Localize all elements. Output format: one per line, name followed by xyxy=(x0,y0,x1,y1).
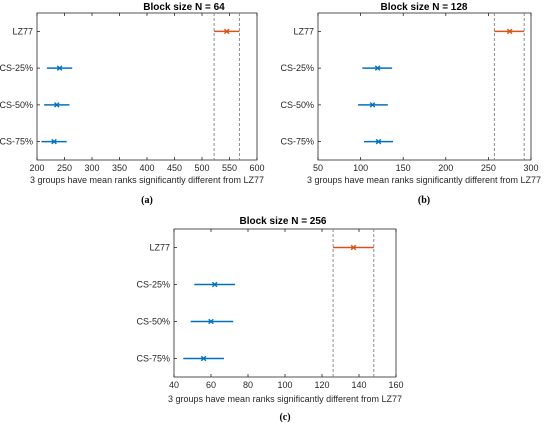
x-tick-label-a-4: 400 xyxy=(139,163,154,173)
plot-content-b: 50 100 150 200 250 300 LZ77 CS-25% CS-50% CS-75% xyxy=(280,13,539,173)
chart-title-b: Block size N = 128 xyxy=(381,2,468,13)
chart-title-a: Block size N = 64 xyxy=(143,2,225,13)
plot-content-a: 200 250 300 350 400 450 500 550 600 LZ77 CS-25% CS-… xyxy=(0,13,265,173)
y-tick-label-a-3: CS-75% xyxy=(0,137,33,147)
x-tick-label-a-8: 600 xyxy=(249,163,264,173)
mean-marker-a-1 xyxy=(56,65,63,71)
plot-content-c: 40 60 80 100 120 140 160 LZ77 CS-25% CS-50% CS-75% xyxy=(136,229,404,390)
x-tick-label-c-5: 140 xyxy=(351,380,366,390)
x-tick-label-a-1: 250 xyxy=(57,163,72,173)
x-tick-label-b-2: 150 xyxy=(396,163,411,173)
x-tick-label-a-7: 550 xyxy=(222,163,237,173)
x-tick-label-c-4: 120 xyxy=(314,380,329,390)
chart-title-c: Block size N = 256 xyxy=(240,216,327,227)
x-tick-label-c-3: 100 xyxy=(277,380,292,390)
mean-marker-c-3 xyxy=(200,355,207,362)
panel-b: Block size N = 128 50 100 150 200 250 300 LZ77… xyxy=(280,2,541,206)
y-tick-label-b-2: CS-50% xyxy=(280,100,314,110)
mean-marker-b-1 xyxy=(374,65,381,71)
x-tick-label-a-6: 500 xyxy=(194,163,209,173)
plot-area-b xyxy=(317,12,532,161)
y-tick-label-a-2: CS-50% xyxy=(0,100,33,110)
y-tick-label-a-0: LZ77 xyxy=(12,26,33,36)
x-axis-label-b: 3 groups have mean ranks significantly d… xyxy=(307,175,541,185)
x-axis-label-a: 3 groups have mean ranks significantly d… xyxy=(30,175,264,185)
mean-marker-b-2 xyxy=(369,102,376,108)
x-tick-label-a-5: 450 xyxy=(167,163,182,173)
plot-area-c xyxy=(173,228,397,378)
x-tick-label-b-4: 250 xyxy=(481,163,496,173)
x-tick-label-c-6: 160 xyxy=(388,380,403,390)
y-tick-label-b-1: CS-25% xyxy=(280,63,314,73)
x-tick-label-b-3: 200 xyxy=(438,163,453,173)
plot-area-a xyxy=(36,12,258,161)
x-tick-label-c-0: 40 xyxy=(169,380,179,390)
mean-marker-c-2 xyxy=(208,318,214,325)
mean-marker-a-0 xyxy=(223,28,230,35)
x-tick-label-b-5: 300 xyxy=(523,163,538,173)
y-tick-label-c-0: LZ77 xyxy=(149,243,170,253)
y-tick-label-c-2: CS-50% xyxy=(136,317,170,327)
panel-a: Block size N = 64 200 250 300 350 400 450 500 5… xyxy=(0,2,265,206)
x-tick-label-a-3: 350 xyxy=(112,163,127,173)
caption-a: (a) xyxy=(141,195,153,206)
mean-marker-a-3 xyxy=(51,138,57,145)
y-tick-label-a-1: CS-25% xyxy=(0,63,33,73)
x-axis-label-c: 3 groups have mean ranks significantly d… xyxy=(168,394,402,404)
x-tick-label-a-2: 300 xyxy=(84,163,99,173)
y-tick-label-b-3: CS-75% xyxy=(280,137,314,147)
y-tick-label-c-1: CS-25% xyxy=(136,280,170,290)
mean-marker-c-1 xyxy=(211,281,218,288)
x-tick-label-c-1: 60 xyxy=(206,380,216,390)
mean-marker-c-0 xyxy=(350,244,357,251)
x-tick-label-a-0: 200 xyxy=(29,163,44,173)
caption-c: (c) xyxy=(279,412,290,423)
mean-marker-b-3 xyxy=(375,138,382,145)
mean-marker-a-2 xyxy=(54,102,60,108)
caption-b: (b) xyxy=(418,195,430,206)
panel-c: Block size N = 256 40 60 80 100 120 140 160 LZ7… xyxy=(136,216,403,423)
x-tick-label-b-0: 50 xyxy=(313,163,323,173)
mean-marker-b-0 xyxy=(506,28,513,35)
x-tick-label-c-2: 80 xyxy=(243,380,253,390)
y-tick-label-c-3: CS-75% xyxy=(136,354,170,364)
y-tick-label-b-0: LZ77 xyxy=(293,26,314,36)
x-tick-label-b-1: 100 xyxy=(353,163,368,173)
